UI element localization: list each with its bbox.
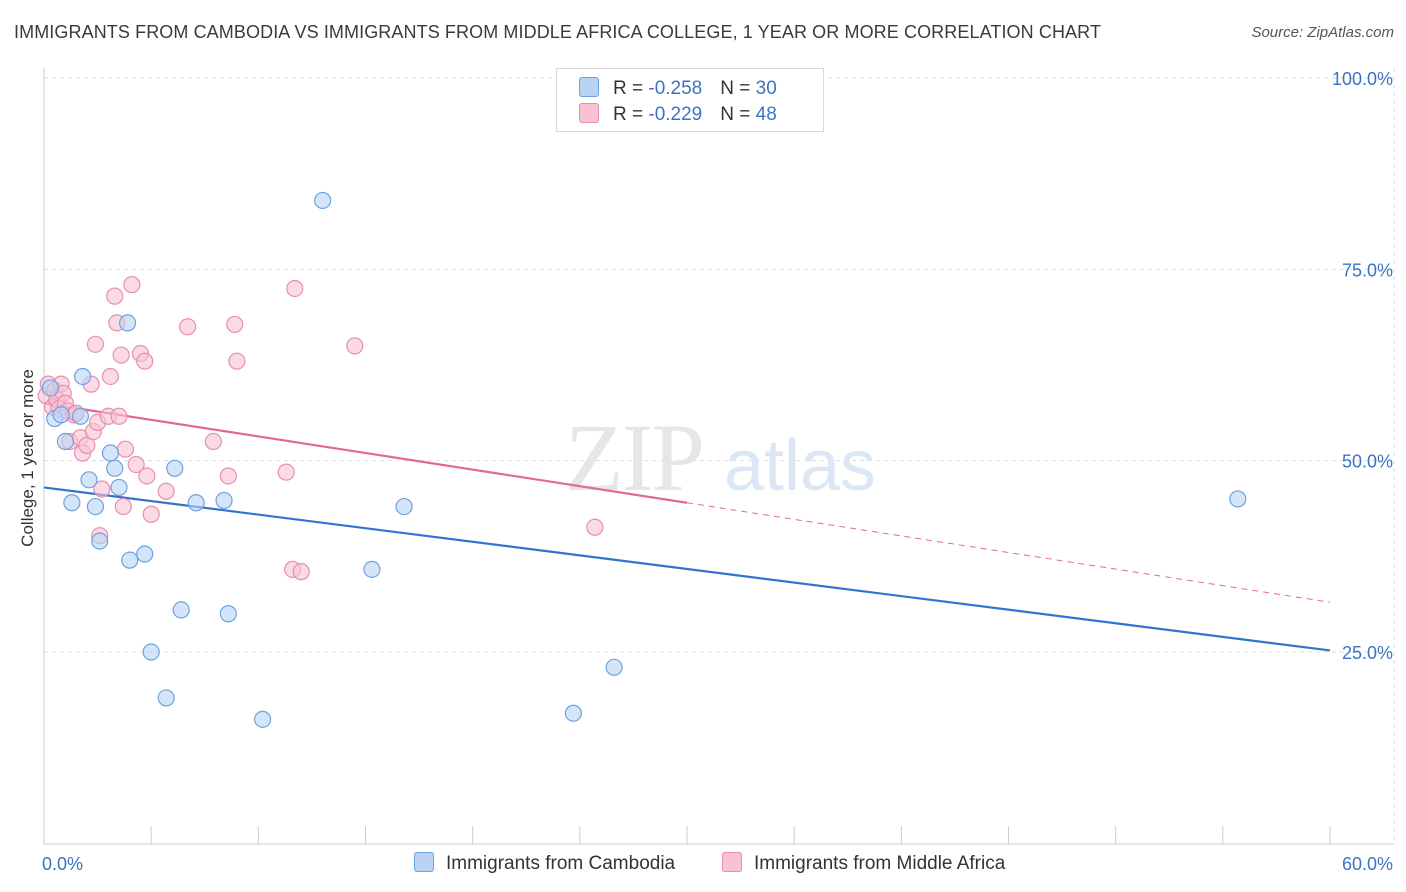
point-middle-africa [142, 505, 160, 523]
point-middle-africa [116, 440, 135, 458]
data-points [37, 191, 1247, 728]
trend-line-middle-africa-extrapolated [686, 502, 1331, 603]
legend-r-label: R = [613, 104, 649, 125]
point-cambodia [41, 379, 60, 397]
point-cambodia [363, 560, 381, 578]
point-middle-africa [157, 482, 175, 500]
point-cambodia [254, 710, 272, 728]
point-cambodia [73, 367, 92, 386]
point-middle-africa [277, 463, 295, 481]
point-cambodia [136, 545, 154, 563]
point-middle-africa [586, 518, 604, 536]
point-cambodia [121, 551, 139, 569]
point-middle-africa [110, 407, 128, 425]
point-cambodia [187, 494, 205, 512]
point-middle-africa [127, 455, 145, 474]
point-cambodia [605, 658, 623, 676]
point-cambodia [52, 406, 70, 424]
y-axis-label: College, 1 year or more [18, 369, 37, 547]
legend-r-value: -0.258 [648, 78, 703, 99]
point-middle-africa [228, 352, 246, 370]
point-middle-africa [219, 467, 237, 485]
chart-title: IMMIGRANTS FROM CAMBODIA VS IMMIGRANTS F… [14, 22, 1102, 42]
legend-n-label: N = [720, 104, 756, 125]
legend-r-value: -0.229 [648, 104, 703, 125]
point-middle-africa [93, 480, 111, 498]
point-cambodia [91, 532, 109, 550]
point-cambodia [157, 689, 175, 707]
y-tick-label: 75.0% [1342, 260, 1393, 280]
trend-line-middle-africa [43, 402, 688, 504]
point-cambodia [86, 497, 105, 516]
point-cambodia [142, 643, 160, 661]
point-middle-africa [226, 315, 244, 334]
legend-swatch-blue [414, 852, 434, 872]
point-middle-africa [346, 337, 364, 355]
point-cambodia [564, 704, 583, 722]
point-middle-africa [138, 467, 156, 485]
legend-label: Immigrants from Cambodia [446, 853, 676, 874]
point-cambodia [314, 191, 332, 210]
point-cambodia [166, 459, 184, 477]
legend-row-middle-africa: R = -0.229 N = 48 [579, 103, 777, 127]
point-cambodia [395, 497, 413, 516]
point-middle-africa [101, 367, 120, 386]
point-middle-africa [286, 279, 304, 298]
point-middle-africa [114, 497, 132, 516]
point-middle-africa [123, 276, 141, 294]
point-middle-africa [204, 432, 222, 451]
legend-swatch-blue [579, 77, 599, 97]
legend-n-value: 30 [755, 78, 777, 99]
point-cambodia [118, 314, 137, 332]
bottom-legend-middle-africa: Immigrants from Middle Africa [722, 852, 1005, 875]
bottom-legend-cambodia: Immigrants from Cambodia [414, 852, 675, 875]
point-cambodia [71, 407, 90, 425]
point-cambodia [56, 432, 75, 451]
legend-swatch-pink [579, 103, 599, 123]
watermark-atlas: atlas [724, 426, 876, 506]
watermark: ZIP atlas [565, 404, 876, 511]
point-cambodia [1229, 490, 1247, 508]
point-cambodia [106, 459, 124, 477]
tick-labels: 25.0% 50.0% 75.0% 100.0% 0.0% 60.0% [42, 69, 1393, 874]
legend-r-label: R = [613, 78, 649, 99]
legend-swatch-pink [722, 852, 742, 872]
point-cambodia [219, 605, 237, 623]
point-middle-africa [78, 436, 96, 454]
correlation-legend: R = -0.258 N = 30 R = -0.229 N = 48 [556, 68, 824, 132]
legend-row-cambodia: R = -0.258 N = 30 [579, 77, 777, 101]
point-middle-africa [179, 318, 197, 336]
point-middle-africa [106, 287, 124, 305]
grid-lines [44, 68, 1395, 844]
watermark-zip: ZIP [565, 404, 703, 511]
legend-n-label: N = [720, 78, 756, 99]
point-cambodia [172, 601, 190, 619]
point-middle-africa [292, 563, 310, 581]
legend-label: Immigrants from Middle Africa [754, 853, 1006, 874]
x-tick-label: 60.0% [1342, 854, 1393, 874]
point-cambodia [215, 491, 233, 510]
trend-line-cambodia [43, 486, 1331, 652]
point-cambodia [80, 471, 98, 489]
point-middle-africa [136, 352, 154, 370]
axes [43, 68, 1394, 845]
y-tick-label: 50.0% [1342, 452, 1393, 472]
x-tick-label: 0.0% [42, 854, 83, 874]
source-label: Source: ZipAtlas.com [1251, 24, 1394, 41]
point-cambodia [63, 494, 81, 512]
y-tick-label: 100.0% [1332, 69, 1393, 89]
legend-n-value: 48 [755, 104, 777, 125]
trend-lines [43, 402, 1331, 652]
point-cambodia [110, 478, 128, 497]
point-middle-africa [86, 335, 105, 353]
y-tick-label: 25.0% [1342, 643, 1393, 663]
point-cambodia [101, 444, 120, 462]
point-middle-africa [112, 346, 130, 364]
